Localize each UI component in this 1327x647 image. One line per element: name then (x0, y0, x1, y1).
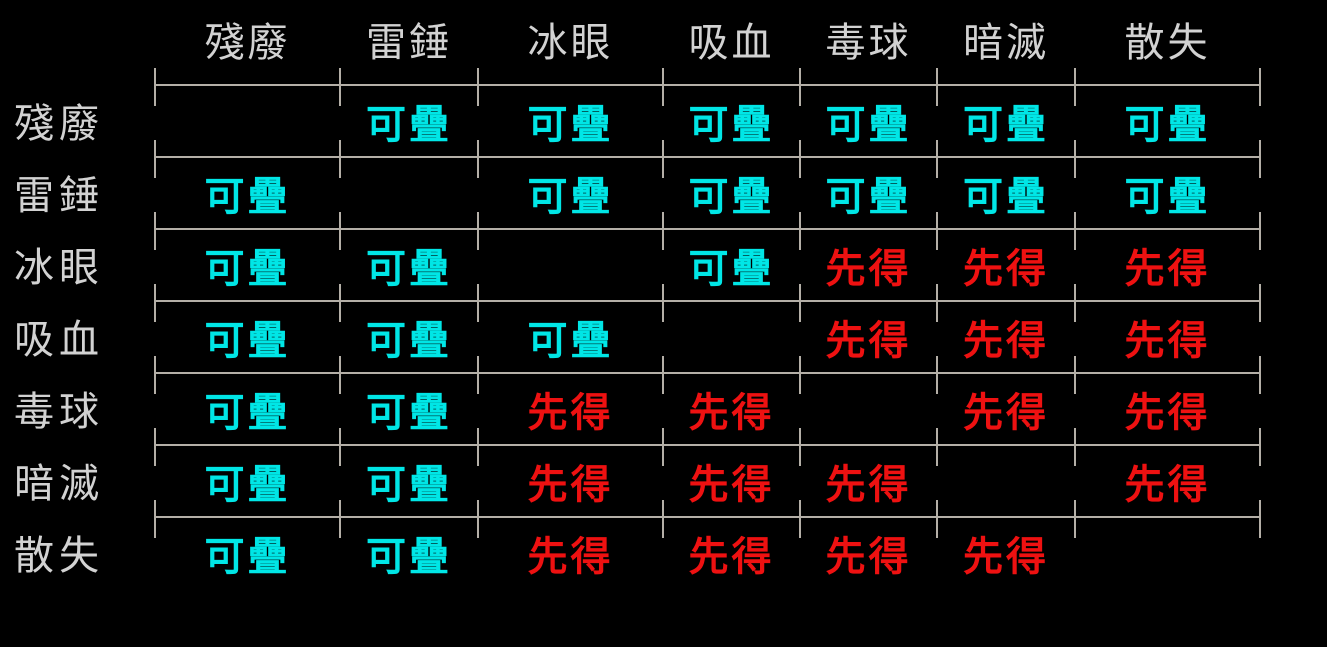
matrix-cell: 可疊 (339, 428, 478, 516)
matrix-cell: 先得 (1074, 212, 1261, 300)
matrix-cell (799, 356, 937, 444)
matrix-cell: 可疊 (339, 356, 478, 444)
matrix-cell: 可疊 (154, 428, 340, 516)
table-body: 殘廢 可疊 可疊 可疊 可疊 可疊 可疊 雷錘 可疊 可疊 可疊 可疊 可疊 可疊 冰眼 可疊 可疊 可疊 先得 先得… (0, 68, 1261, 588)
row-header: 暗滅 (14, 461, 104, 506)
column-header: 殘廢 (204, 20, 291, 65)
matrix-cell: 可疊 (477, 68, 663, 156)
column-header: 雷錘 (366, 20, 452, 65)
matrix-cell: 先得 (1074, 428, 1261, 516)
matrix-cell: 先得 (799, 428, 937, 516)
matrix-cell: 可疊 (799, 140, 937, 228)
matrix-cell: 可疊 (339, 500, 478, 588)
table-row: 冰眼 可疊 可疊 可疊 先得 先得 先得 (0, 212, 1261, 300)
matrix-cell: 先得 (662, 428, 800, 516)
matrix-cell (477, 212, 663, 300)
matrix-cell: 先得 (799, 284, 937, 372)
column-header: 冰眼 (527, 20, 614, 65)
matrix-cell: 可疊 (477, 140, 663, 228)
matrix-cell: 可疊 (154, 212, 340, 300)
matrix-cell: 先得 (477, 428, 663, 516)
matrix-cell: 先得 (477, 356, 663, 444)
matrix-cell (339, 140, 478, 228)
column-header: 毒球 (825, 20, 912, 65)
matrix-cell: 先得 (799, 212, 937, 300)
matrix-cell: 可疊 (662, 140, 800, 228)
matrix-cell: 可疊 (936, 68, 1075, 156)
table-row: 毒球 可疊 可疊 先得 先得 先得 先得 (0, 356, 1261, 444)
table-row: 吸血 可疊 可疊 可疊 先得 先得 先得 (0, 284, 1261, 372)
matrix-cell: 先得 (936, 212, 1075, 300)
matrix-cell: 可疊 (1074, 68, 1261, 156)
matrix-cell: 可疊 (662, 212, 800, 300)
table-head: 殘廢 雷錘 冰眼 吸血 毒球 暗滅 散失 (0, 0, 1260, 84)
row-header: 雷錘 (14, 173, 104, 218)
matrix-cell: 先得 (936, 356, 1075, 444)
table-row: 雷錘 可疊 可疊 可疊 可疊 可疊 可疊 (0, 140, 1261, 228)
matrix-cell (662, 284, 800, 372)
header-row: 殘廢 雷錘 冰眼 吸血 毒球 暗滅 散失 (0, 0, 1260, 84)
table-row: 殘廢 可疊 可疊 可疊 可疊 可疊 可疊 (0, 68, 1261, 156)
table-row: 暗滅 可疊 可疊 先得 先得 先得 先得 (0, 428, 1261, 516)
matrix-cell: 可疊 (154, 500, 340, 588)
column-header: 散失 (1124, 20, 1211, 65)
matrix-cell: 可疊 (154, 140, 340, 228)
matrix-cell: 先得 (799, 500, 937, 588)
matrix-cell: 可疊 (339, 212, 478, 300)
matrix-cell: 可疊 (339, 284, 478, 372)
corner-cell (0, 0, 155, 84)
matrix-cell: 先得 (936, 500, 1075, 588)
matrix-cell: 先得 (662, 356, 800, 444)
matrix-cell: 可疊 (154, 356, 340, 444)
matrix-cell: 可疊 (154, 284, 340, 372)
row-header: 冰眼 (14, 245, 104, 290)
matrix-cell: 可疊 (936, 140, 1075, 228)
column-header: 暗滅 (963, 20, 1049, 65)
matrix-cell: 先得 (936, 284, 1075, 372)
matrix-cell: 可疊 (662, 68, 800, 156)
row-header: 散失 (14, 533, 104, 578)
matrix-cell (936, 428, 1075, 516)
debuff-stacking-table: 殘廢 雷錘 冰眼 吸血 毒球 暗滅 散失 殘廢 可疊 可疊 可疊 可疊 可疊 可疊 雷錘 可疊 可疊 可疊 可疊可… (0, 0, 1261, 588)
matrix-cell: 先得 (1074, 284, 1261, 372)
matrix-cell: 可疊 (1074, 140, 1261, 228)
column-header: 吸血 (688, 20, 775, 65)
matrix-cell: 可疊 (799, 68, 937, 156)
matrix-cell: 可疊 (339, 68, 478, 156)
matrix-cell: 先得 (477, 500, 663, 588)
row-header: 吸血 (14, 317, 104, 362)
matrix-cell (154, 68, 340, 156)
matrix-cell (1074, 500, 1261, 588)
row-header: 毒球 (14, 389, 104, 434)
matrix-cell: 可疊 (477, 284, 663, 372)
matrix-cell: 先得 (1074, 356, 1261, 444)
row-header: 殘廢 (14, 101, 104, 146)
table-row: 散失 可疊 可疊 先得 先得 先得 先得 (0, 500, 1261, 588)
matrix-cell: 先得 (662, 500, 800, 588)
